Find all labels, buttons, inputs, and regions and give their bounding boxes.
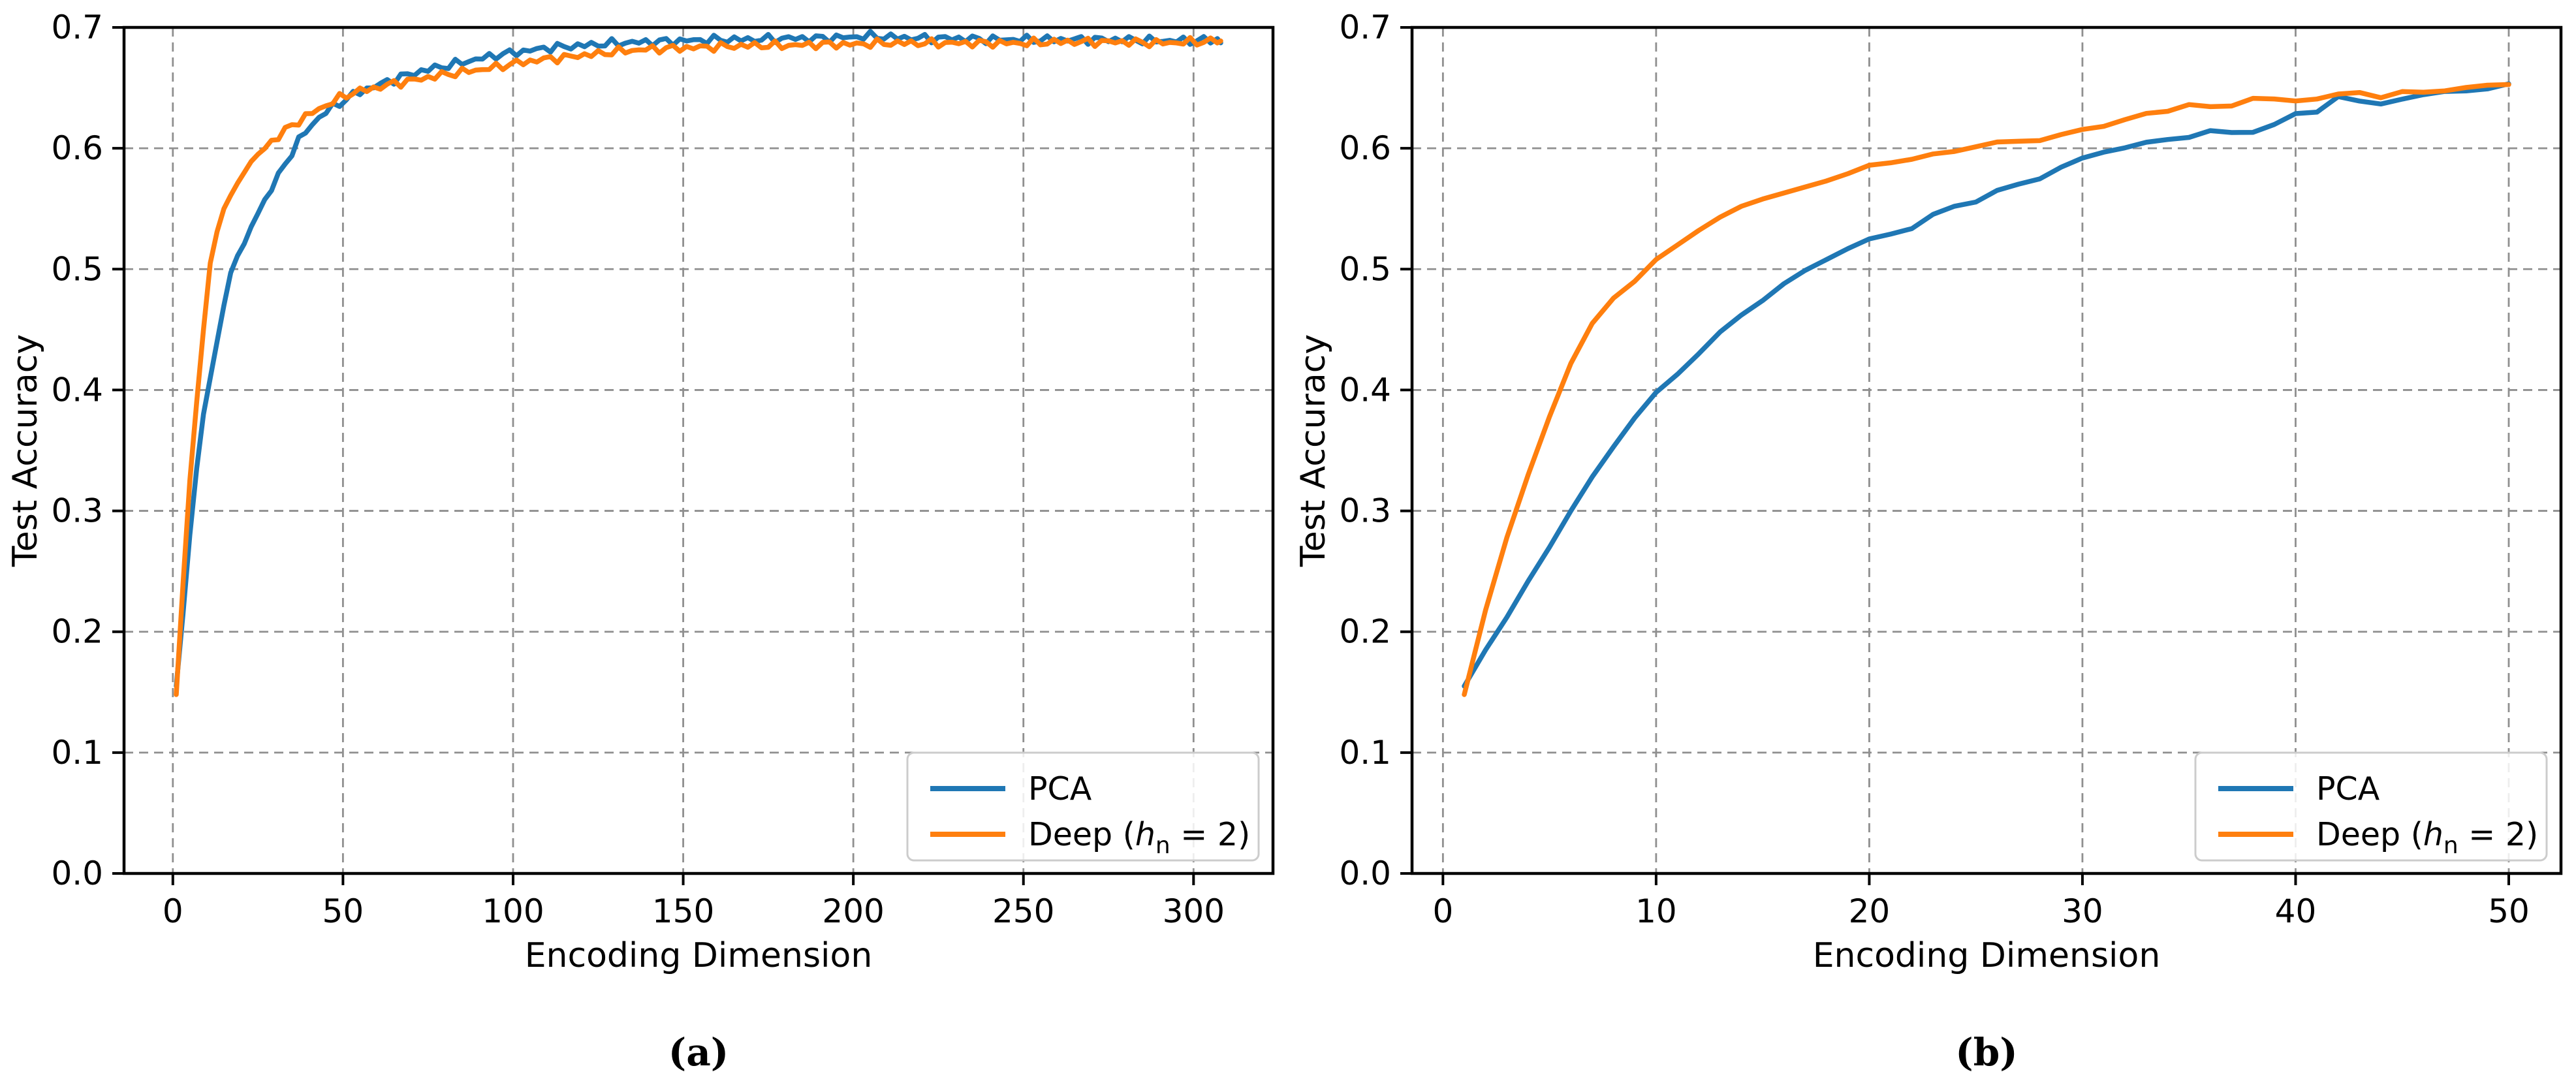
x-tick-label-50: 50 <box>2488 892 2530 930</box>
legend-label-deep: Deep (hn = 2) <box>2316 816 2538 859</box>
y-tick-label-0.4: 0.4 <box>1339 371 1391 409</box>
chart-a-plot: 0 50 100 150 200 250 300 0.0 0.1 0.2 0.3 0.4 0.5 0.6 0… <box>6 8 1275 1075</box>
legend-label-pca: PCA <box>2316 770 2380 808</box>
y-tick-label-0.6: 0.6 <box>51 129 103 167</box>
x-tick-label-50: 50 <box>322 892 364 930</box>
y-tick-label-0.7: 0.7 <box>1339 8 1391 46</box>
line-deep <box>174 35 1223 697</box>
y-tick-label-0.1: 0.1 <box>1339 734 1391 772</box>
y-axis-label: Test Accuracy <box>6 334 45 567</box>
x-axis-label: Encoding Dimension <box>1813 936 2161 975</box>
y-tick-label-0.7: 0.7 <box>51 8 103 46</box>
chart-panel-b: 0 10 20 30 40 50 0.0 0.1 0.2 0.3 0.4 0.5 0.6 0.7 PCA De… <box>1288 0 2576 1083</box>
caption-a: (a) <box>668 1030 729 1075</box>
x-tick-label-20: 20 <box>1849 892 1891 930</box>
chart-b-plot: 0 10 20 30 40 50 0.0 0.1 0.2 0.3 0.4 0.5 0.6 0.7 PCA De… <box>1294 8 2563 1075</box>
legend-label-deep: Deep (hn = 2) <box>1028 816 1250 859</box>
plot-border <box>1410 25 2563 875</box>
x-tick-label-250: 250 <box>992 892 1054 930</box>
x-tick-label-30: 30 <box>2062 892 2103 930</box>
y-tick-label-0.2: 0.2 <box>51 613 103 651</box>
x-tick-label-100: 100 <box>482 892 544 930</box>
y-tick-label-0: 0.0 <box>1339 855 1391 892</box>
x-tick-label-0: 0 <box>163 892 183 930</box>
line-deep <box>1462 82 2511 697</box>
caption-b: (b) <box>1955 1030 2017 1075</box>
x-tick-label-0: 0 <box>1432 892 1453 930</box>
y-tick-label-0.4: 0.4 <box>51 371 103 409</box>
x-tick-label-40: 40 <box>2275 892 2317 930</box>
chart-panel-a: 0 50 100 150 200 250 300 0.0 0.1 0.2 0.3 0.4 0.5 0.6 0… <box>6 8 1275 1075</box>
legend-label-pca: PCA <box>1028 770 1092 808</box>
plot-border <box>122 25 1275 875</box>
line-pca <box>1462 81 2511 689</box>
line-pca <box>174 29 1223 689</box>
y-tick-label-0.5: 0.5 <box>1339 250 1391 288</box>
y-axis-label: Test Accuracy <box>1294 334 1333 567</box>
x-tick-label-10: 10 <box>1635 892 1677 930</box>
y-tick-label-0.1: 0.1 <box>51 734 103 772</box>
y-tick-label-0: 0.0 <box>51 855 103 892</box>
x-tick-label-200: 200 <box>822 892 884 930</box>
x-tick-label-300: 300 <box>1163 892 1225 930</box>
chart-a-dynamic-content: 0 50 100 150 200 250 300 0.0 0.1 0.2 0.3 0.4 0.5 0.6 0… <box>51 8 1275 930</box>
y-tick-label-0.3: 0.3 <box>1339 492 1391 530</box>
x-tick-label-150: 150 <box>652 892 714 930</box>
y-tick-label-0.5: 0.5 <box>51 250 103 288</box>
y-tick-label-0.3: 0.3 <box>51 492 103 530</box>
y-tick-label-0.6: 0.6 <box>1339 129 1391 167</box>
chart-b-dynamic-content: 0 10 20 30 40 50 0.0 0.1 0.2 0.3 0.4 0.5 0.6 0.7 PCA De… <box>1339 8 2563 930</box>
y-tick-label-0.2: 0.2 <box>1339 613 1391 651</box>
x-axis-label: Encoding Dimension <box>525 936 873 975</box>
